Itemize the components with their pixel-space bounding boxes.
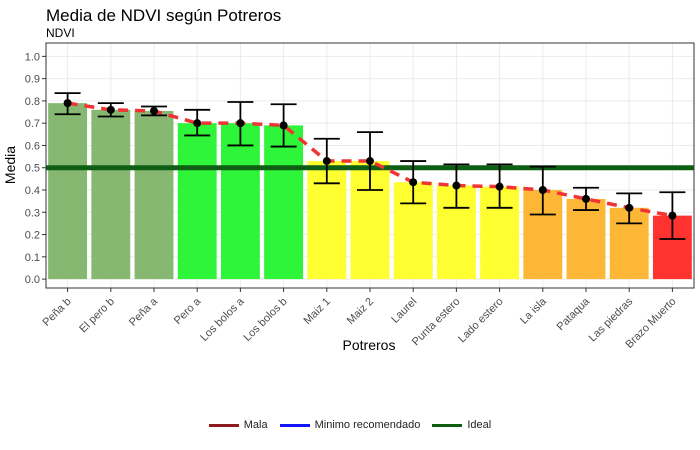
x-tick-label: Maiz 2 xyxy=(345,296,376,327)
x-tick-label: Laurel xyxy=(389,296,419,326)
x-axis-title: Potreros xyxy=(343,337,396,353)
legend-label-minimo: Minimo recomendado xyxy=(314,419,421,431)
x-tick-label: Los bolos a xyxy=(198,295,247,344)
data-point xyxy=(495,182,504,191)
x-tick-label: Pero a xyxy=(172,295,204,327)
x-tick-label: Los bolos b xyxy=(241,296,289,344)
legend: Mala Minimo recomendado Ideal xyxy=(0,419,700,431)
y-tick-label: 0.4 xyxy=(25,185,40,197)
x-tick-label: Lado estero xyxy=(456,296,506,346)
legend-label-ideal: Ideal xyxy=(467,419,492,431)
legend-item-mala: Mala xyxy=(208,419,268,431)
y-tick-label: 0.0 xyxy=(25,274,40,286)
legend-item-ideal: Ideal xyxy=(432,419,491,431)
data-point xyxy=(452,181,461,190)
y-tick-label: 0.2 xyxy=(25,230,40,242)
x-tick-label: Pataqua xyxy=(555,295,593,333)
x-tick-label: Maiz 1 xyxy=(302,296,333,327)
chart-title: Media de NDVI según Potreros xyxy=(46,6,282,25)
x-tick-label: Peña b xyxy=(41,296,74,329)
y-tick-label: 0.5 xyxy=(25,163,40,175)
y-tick-label: 0.1 xyxy=(25,252,40,264)
data-point xyxy=(193,119,202,128)
y-axis-title: Media xyxy=(2,146,18,184)
bar xyxy=(48,103,88,280)
data-point xyxy=(625,203,634,212)
y-tick-label: 0.3 xyxy=(25,207,40,219)
data-point xyxy=(63,99,72,108)
y-tick-label: 0.7 xyxy=(25,118,40,130)
data-point xyxy=(279,121,288,130)
legend-item-minimo: Minimo recomendado xyxy=(279,419,421,431)
y-tick-label: 0.9 xyxy=(25,74,40,86)
bar xyxy=(566,198,606,280)
y-tick-label: 1.0 xyxy=(25,51,40,63)
bar xyxy=(177,123,217,280)
y-tick-label: 0.6 xyxy=(25,140,40,152)
x-tick-label: La isla xyxy=(518,295,550,327)
legend-swatch-mala xyxy=(208,423,239,427)
data-point xyxy=(582,194,590,203)
x-tick-label: El pero b xyxy=(77,296,117,336)
y-tick-label: 0.8 xyxy=(25,96,40,108)
chart-subtitle: NDVI xyxy=(46,26,75,40)
x-tick-label: Peña a xyxy=(127,295,161,329)
data-point xyxy=(538,186,547,194)
data-point xyxy=(668,211,677,220)
legend-label-mala: Mala xyxy=(243,419,268,431)
data-point xyxy=(106,105,115,114)
data-point xyxy=(409,178,418,187)
bar xyxy=(91,109,131,280)
legend-swatch-ideal xyxy=(432,423,463,427)
data-point xyxy=(366,157,374,166)
data-point xyxy=(236,119,245,128)
bar xyxy=(134,110,174,280)
legend-swatch-minimo xyxy=(279,423,310,427)
bar xyxy=(264,125,304,280)
bar xyxy=(220,123,260,280)
data-point xyxy=(150,106,158,115)
data-point xyxy=(322,157,331,166)
